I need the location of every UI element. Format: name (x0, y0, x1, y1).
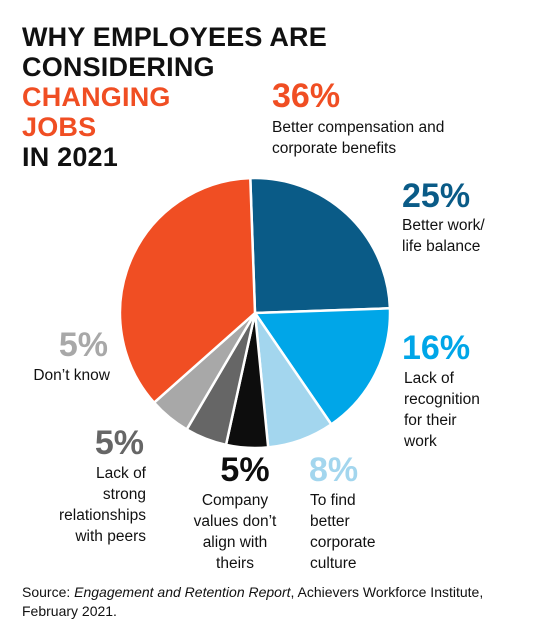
slice-label-company-values: Company values don’t align with theirs (193, 492, 277, 572)
pct-label-company-values: 5% (220, 451, 270, 489)
source-report-title: Engagement and Retention Report (74, 584, 291, 600)
source-note: Source: Engagement and Retention Report,… (22, 583, 522, 621)
title-line-2: CONSIDERING (22, 52, 215, 82)
slice-label-culture: To find better corporate culture (310, 492, 376, 572)
pct-label-culture: 8% (309, 451, 359, 489)
pct-label-work-life: 25% (402, 177, 471, 215)
slice-label-relationships: Lack of strong relationships with peers (58, 465, 146, 545)
slice-label-dont-know: Don’t know (33, 367, 110, 384)
title-line-4: JOBS (22, 112, 97, 142)
pct-label-recognition: 16% (402, 329, 471, 367)
pct-label-compensation: 36% (272, 77, 341, 115)
slice-compensation (118, 176, 257, 404)
pct-label-dont-know: 5% (58, 326, 108, 364)
slice-work-life (249, 176, 392, 315)
title-line-3: CHANGING (22, 82, 171, 112)
source-suffix: , Achievers Workforce Institute, Februar… (22, 584, 484, 619)
chart-title: WHY EMPLOYEES ARE CONSIDERING CHANGING J… (22, 22, 327, 172)
title-line-1: WHY EMPLOYEES ARE (22, 22, 327, 52)
source-prefix: Source: (22, 584, 75, 600)
slice-recognition (253, 307, 392, 426)
pct-label-relationships: 5% (94, 424, 144, 462)
slice-label-work-life: Better work/ life balance (402, 217, 485, 255)
slice-label-recognition: Lack of recognition for their work (404, 370, 480, 450)
title-line-5: IN 2021 (22, 142, 118, 172)
slice-label-compensation: Better compensation and corporate benefi… (272, 119, 445, 157)
